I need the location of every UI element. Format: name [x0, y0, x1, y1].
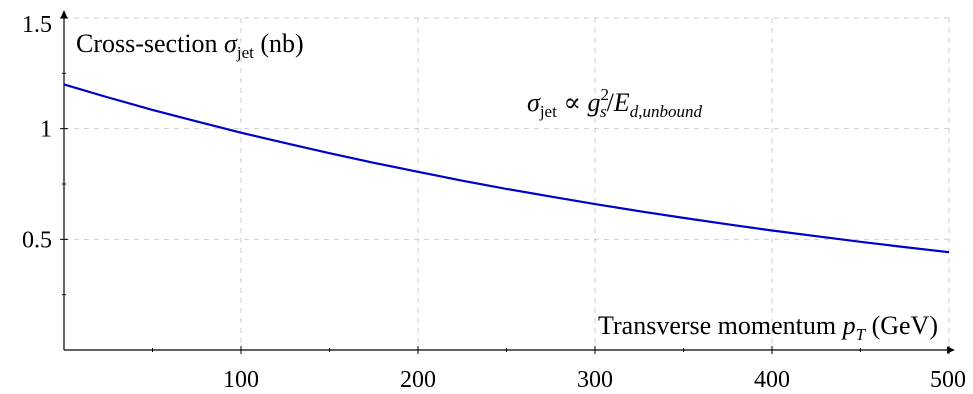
- y-axis-title: Cross-section σjet (nb): [76, 29, 304, 62]
- y-axis-title-symbol: σ: [224, 29, 238, 58]
- x-tick-label: 300: [577, 367, 613, 393]
- series: [63, 83, 950, 254]
- y-axis-arrow: [60, 10, 68, 18]
- annot-e-sub: d,unbound: [630, 102, 703, 121]
- x-tick-label: 200: [400, 367, 436, 393]
- annot-g-sup: 2: [600, 85, 609, 104]
- ticks: [60, 17, 950, 354]
- tick-labels: 100 200 300 400 500 0.5 1 1.5: [22, 12, 966, 393]
- x-axis-title-symbol: p: [841, 311, 856, 340]
- x-tick-label: 400: [754, 367, 790, 393]
- annot-sigma: σ: [527, 88, 541, 117]
- x-axis-title-text: Transverse momentum: [598, 311, 843, 340]
- series-line: [63, 83, 950, 254]
- annot-e: E: [613, 88, 630, 117]
- grid: [64, 17, 950, 350]
- y-axis-title-unit: (nb): [254, 29, 304, 58]
- annot-sigma-sub: jet: [539, 102, 557, 121]
- x-axis-title: Transverse momentum pT (GeV): [598, 311, 938, 344]
- x-axis-arrow: [947, 346, 955, 354]
- annot-g: g: [587, 88, 600, 117]
- x-axis-title-symbol-sub: T: [856, 325, 867, 344]
- formula-annotation: σjet ∝ g2 s/Ed,unbound: [527, 85, 702, 121]
- axes: [60, 10, 955, 354]
- y-axis-title-text: Cross-section: [76, 29, 224, 58]
- x-tick-label: 500: [930, 367, 966, 393]
- x-axis-title-unit: (GeV): [865, 311, 938, 340]
- y-tick-label: 1: [40, 117, 52, 143]
- y-tick-label: 0.5: [22, 227, 52, 253]
- y-tick-label: 1.5: [22, 12, 52, 38]
- y-axis-title-symbol-sub: jet: [236, 43, 254, 62]
- annot-relation: ∝: [557, 88, 588, 117]
- x-tick-label: 100: [223, 367, 259, 393]
- annot-g-sub: s: [600, 102, 607, 121]
- annot-slash: /: [607, 88, 615, 117]
